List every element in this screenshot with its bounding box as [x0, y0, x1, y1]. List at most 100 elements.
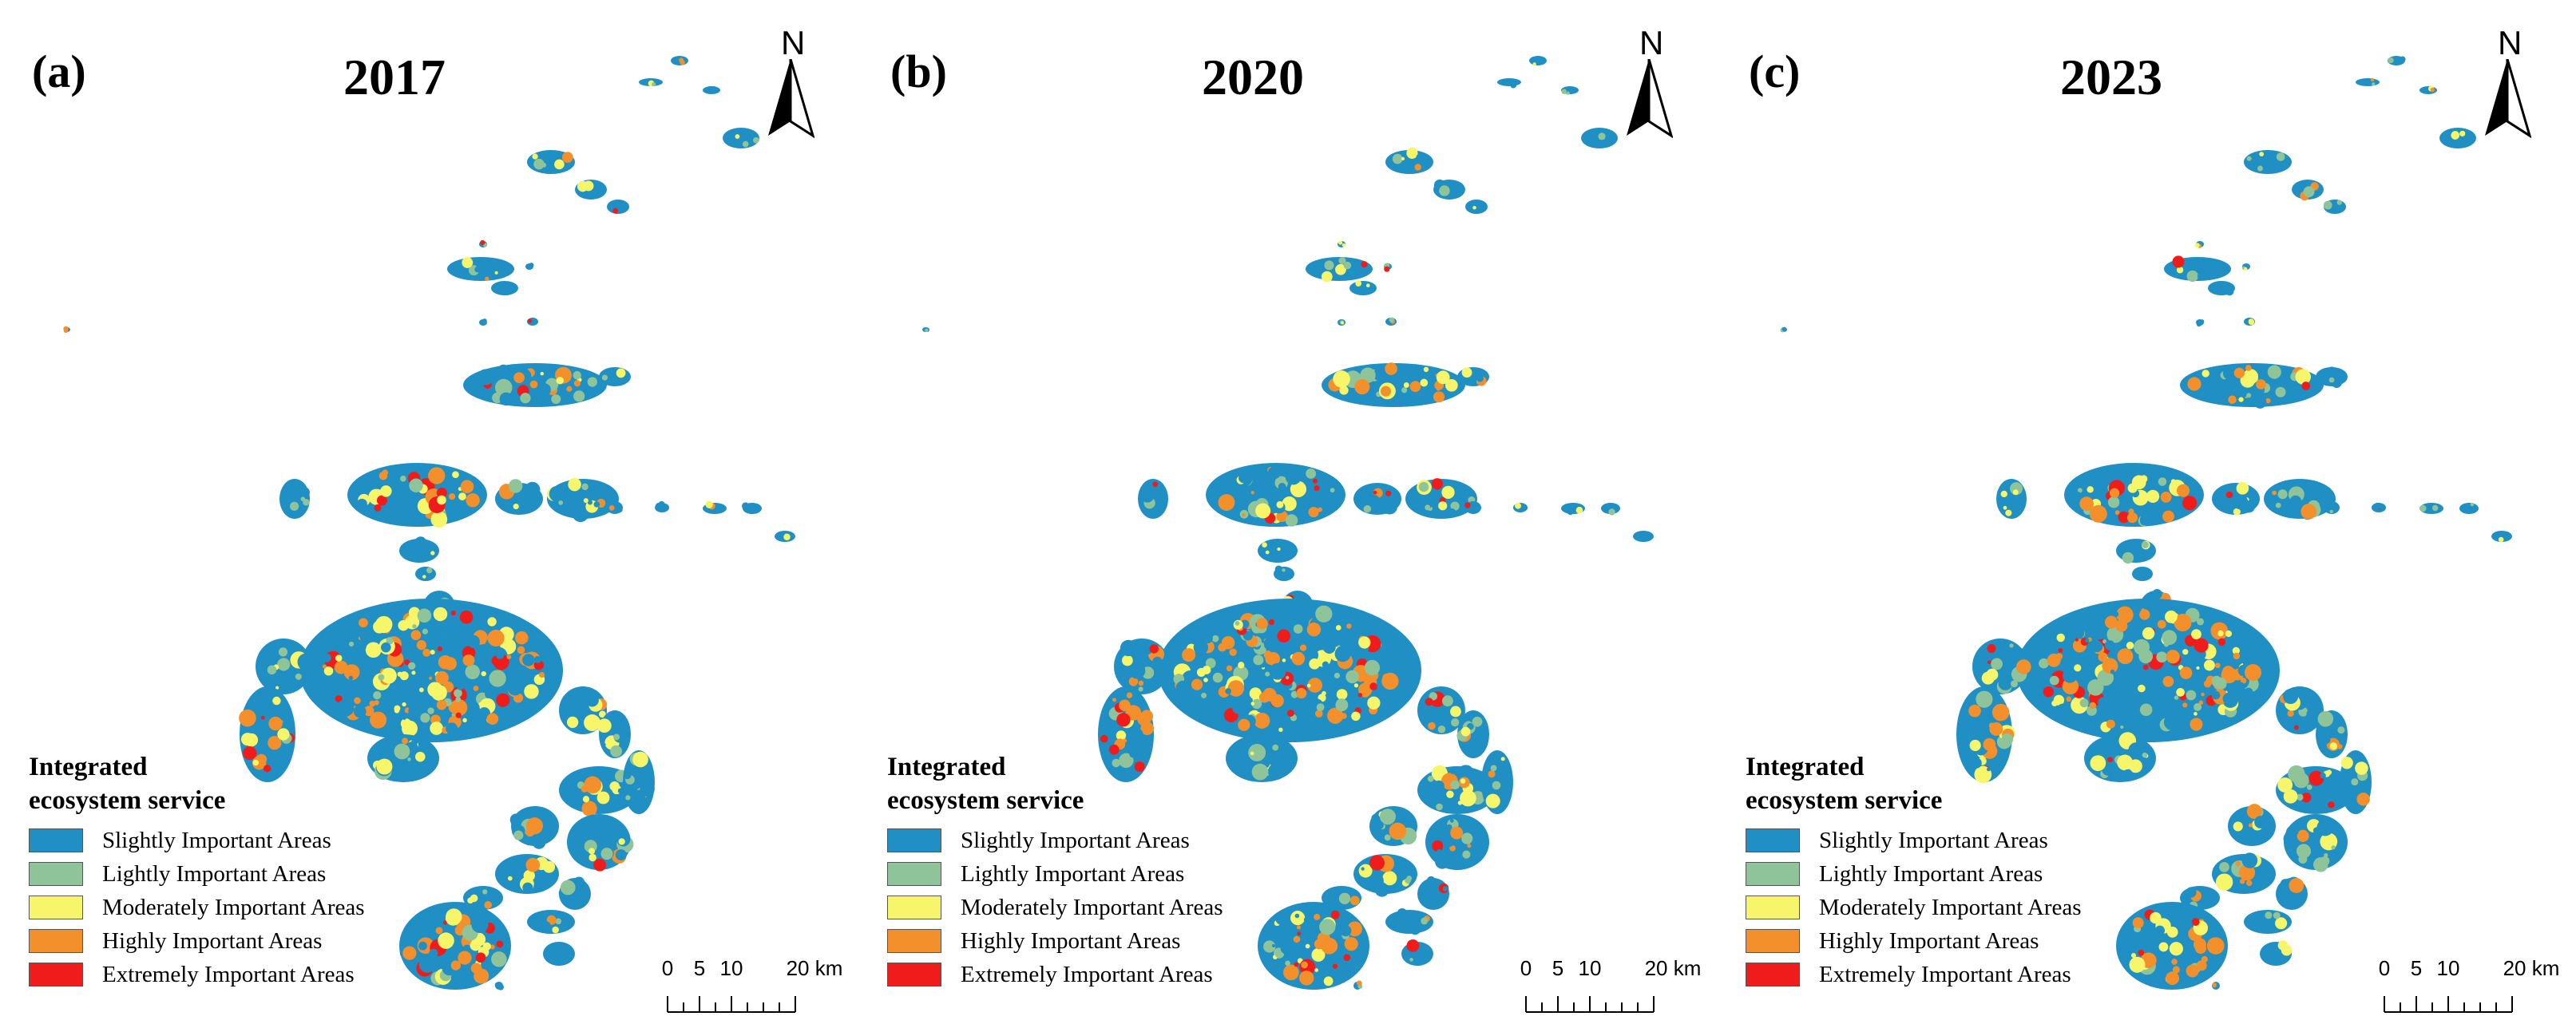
- land-patch-moderately: [2242, 369, 2259, 385]
- land-patch-highly: [2246, 804, 2262, 820]
- land-patch-moderately: [2056, 633, 2065, 642]
- land-patch-lightly: [1274, 951, 1281, 958]
- scale-bar: 0 5 10 20 km: [662, 956, 854, 1020]
- legend-swatch: [887, 896, 941, 919]
- land-patch-highly: [2089, 504, 2107, 523]
- land-patch-moderately: [375, 615, 393, 634]
- land-patch-highly: [1988, 722, 1995, 729]
- land-patch-lightly: [1472, 716, 1483, 727]
- land-patch-highly: [2176, 484, 2190, 497]
- land-patch-slightly: [2154, 679, 2162, 687]
- land-patch-slightly: [574, 711, 584, 721]
- scale-label-0: 0: [2378, 956, 2391, 980]
- land-patch-lightly: [2273, 911, 2281, 919]
- land-patch-moderately: [1342, 243, 1346, 247]
- land-patch-moderately: [2238, 397, 2244, 402]
- land-patch-slightly: [1453, 182, 1464, 193]
- land-patch-lightly: [295, 673, 302, 680]
- land-patch-slightly: [1475, 202, 1483, 210]
- land-patch-lightly: [394, 743, 410, 760]
- land-patch-lightly: [489, 670, 506, 687]
- land-patch-slightly: [1334, 646, 1351, 662]
- land-patch-highly: [2370, 77, 2375, 82]
- land-patch-highly: [482, 640, 486, 645]
- land-patch-moderately: [2182, 649, 2189, 655]
- land-patch-moderately: [430, 722, 443, 735]
- land-patch-slightly: [1397, 908, 1408, 919]
- land-patch-moderately: [2236, 482, 2249, 495]
- land-patch-highly: [680, 60, 685, 65]
- land-patch-moderately: [2129, 956, 2146, 973]
- land-patch-extremely: [335, 695, 343, 703]
- map-panel-2023: (c) 2023 N Integrated ecosystem service …: [1717, 0, 2563, 1028]
- land-patch-lightly: [408, 662, 416, 670]
- land-patch-lightly: [2431, 504, 2439, 512]
- land-patch-slightly: [1252, 476, 1270, 493]
- land-patch-moderately: [427, 682, 443, 698]
- land-patch-slightly: [366, 657, 382, 674]
- land-patch-lightly: [1265, 671, 1270, 677]
- land-patch-moderately: [418, 687, 424, 693]
- land-patch-highly: [1385, 362, 1397, 375]
- land-patch-moderately: [2498, 536, 2504, 543]
- land-patch-highly: [2047, 653, 2061, 667]
- land-patch-lightly: [426, 567, 433, 574]
- land-patch-lightly: [1285, 960, 1290, 967]
- land-patch-lightly: [482, 889, 488, 895]
- land-patch-moderately: [1515, 502, 1522, 509]
- land-patch-moderately: [2259, 152, 2265, 157]
- land-patch-moderately: [1986, 668, 1999, 681]
- land-patch-slightly: [344, 683, 355, 694]
- land-patch-extremely: [450, 610, 456, 616]
- scale-label-5: 5: [1552, 956, 1564, 980]
- land-patch-slightly: [1232, 701, 1246, 714]
- land-patch-highly: [1380, 386, 1391, 397]
- land-patch-slightly: [474, 266, 481, 273]
- land-patch-moderately: [599, 710, 606, 718]
- land-patch-slightly: [1175, 680, 1191, 695]
- land-patch-moderately: [2275, 917, 2288, 930]
- land-patch-lightly: [1319, 919, 1336, 935]
- scale-label-10: 10: [1578, 956, 1602, 980]
- land-patch-moderately: [487, 617, 497, 627]
- land-patch-slightly: [457, 683, 464, 690]
- land-patch-highly: [1238, 718, 1250, 731]
- land-patch-slightly: [2135, 573, 2140, 577]
- island-map: [63, 56, 795, 990]
- land-patch-slightly: [1358, 705, 1369, 715]
- legend-item-moderately: Moderately Important Areas: [887, 891, 1286, 924]
- land-patch-lightly: [2317, 710, 2334, 727]
- land-patch-lightly: [560, 880, 576, 896]
- land-patch-extremely: [2075, 638, 2079, 642]
- land-patch-highly: [484, 901, 493, 909]
- legend-title-line1: Integrated: [887, 753, 1006, 781]
- land-patch-highly: [2337, 744, 2343, 749]
- land-patch-moderately: [2194, 712, 2198, 716]
- land-patch-lightly: [1251, 698, 1262, 710]
- land-patch-extremely: [1297, 931, 1302, 936]
- land-patch-slightly: [2316, 819, 2334, 836]
- island: [463, 886, 503, 910]
- land-patch-moderately: [462, 718, 467, 723]
- land-patch-moderately: [2170, 479, 2176, 484]
- north-arrow-label: N: [781, 24, 806, 61]
- land-patch-highly: [1299, 971, 1314, 986]
- land-patch-moderately: [1423, 366, 1429, 373]
- land-patch-lightly: [412, 624, 417, 629]
- land-patch-slightly: [511, 285, 515, 289]
- land-patch-slightly: [2214, 654, 2225, 664]
- land-patch-lightly: [407, 757, 411, 761]
- land-patch-highly: [2301, 504, 2317, 520]
- map-legend: Integrated ecosystem service Slightly Im…: [1746, 750, 2145, 991]
- land-patch-slightly: [380, 748, 394, 762]
- land-patch-slightly: [558, 947, 565, 955]
- land-patch-highly: [268, 716, 283, 731]
- land-patch-moderately: [1335, 263, 1346, 275]
- land-patch-extremely: [2172, 255, 2185, 268]
- land-patch-slightly: [2268, 492, 2273, 497]
- land-patch-lightly: [1253, 654, 1264, 666]
- land-patch-lightly: [1976, 690, 1993, 708]
- land-patch-slightly: [260, 702, 269, 710]
- land-patch-slightly: [525, 671, 533, 678]
- land-patch-highly: [422, 648, 431, 657]
